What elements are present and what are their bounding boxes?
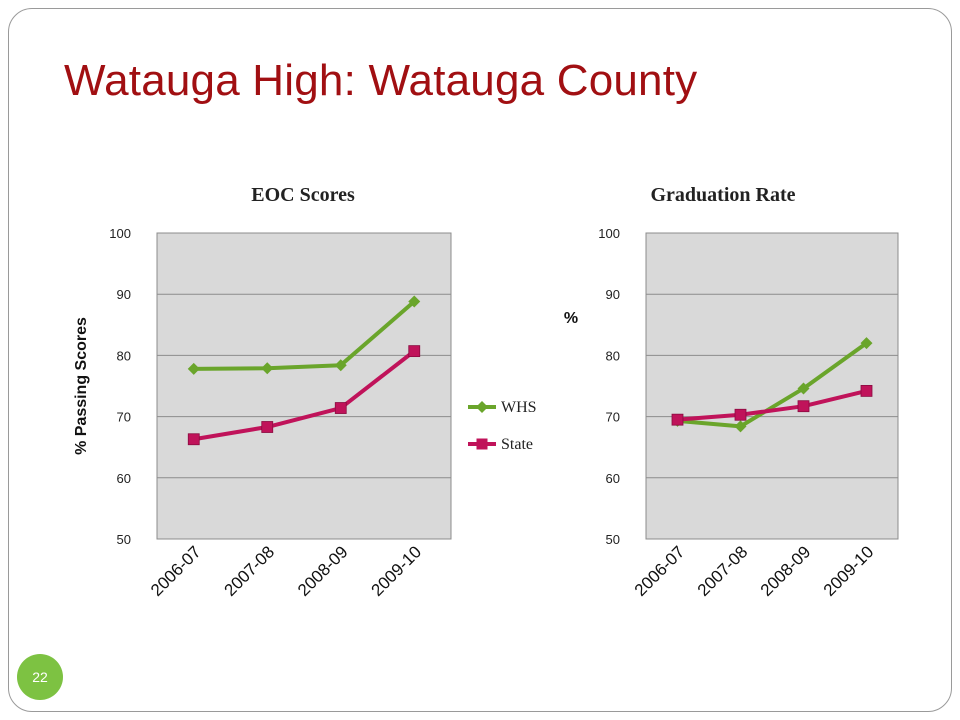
x-tick-label: 2008-09 (757, 542, 815, 600)
data-point-state (334, 402, 347, 414)
x-tick-label: 2009-10 (368, 542, 426, 600)
legend-marker (476, 438, 488, 450)
data-point-whs (261, 362, 274, 375)
y-tick-label: 50 (606, 532, 620, 547)
plot-area (645, 232, 899, 540)
legend-marker (476, 401, 488, 413)
plot-area (156, 232, 452, 540)
series-line-state (193, 349, 416, 442)
x-tick-label: 2009-10 (820, 542, 878, 600)
y-tick-label: 90 (117, 287, 131, 302)
series-line-whs (193, 300, 416, 371)
data-point-state (860, 384, 873, 397)
y-tick-label: 60 (117, 471, 131, 486)
chart-0: EOC Scores 50 60 70 80 90 100 2006-07 2007-08 200… (73, 184, 537, 600)
slide-title: Watauga High: Watauga County (64, 56, 698, 105)
chart-title: EOC Scores (251, 184, 355, 206)
data-point-state (671, 413, 684, 426)
data-point-whs (860, 337, 873, 350)
data-point-whs (408, 295, 421, 308)
chart-title: Graduation Rate (651, 184, 796, 206)
data-point-state (408, 345, 421, 358)
y-tick-label: 70 (606, 410, 620, 425)
x-tick-label: 2008-09 (294, 542, 352, 600)
x-tick-label: 2006-07 (147, 542, 205, 600)
data-point-state (261, 421, 274, 433)
y-axis-title: % Passing Scores (73, 317, 90, 455)
y-tick-label: 80 (117, 348, 131, 363)
y-axis-title: % (564, 310, 578, 327)
y-tick-label: 100 (598, 226, 620, 241)
data-point-state (187, 433, 200, 446)
data-point-whs (734, 420, 747, 433)
y-tick-label: 80 (606, 348, 620, 363)
y-tick-label: 60 (606, 471, 620, 486)
x-tick-label: 2007-08 (694, 542, 752, 600)
legend-label: State (501, 436, 533, 453)
data-point-state (797, 400, 810, 413)
data-point-state (734, 408, 747, 421)
data-point-whs (334, 359, 347, 372)
chart-1: Graduation Rate 50 60 70 80 90 100 2006-07 2007-… (564, 184, 899, 600)
legend-label: WHS (501, 399, 537, 416)
x-tick-label: 2006-07 (631, 542, 689, 600)
page-number-badge: 22 (17, 654, 63, 700)
series-line-state (677, 388, 867, 422)
y-tick-label: 100 (109, 226, 131, 241)
y-tick-label: 50 (117, 532, 131, 547)
y-tick-label: 90 (606, 287, 620, 302)
y-tick-label: 70 (117, 410, 131, 425)
x-tick-label: 2007-08 (221, 542, 279, 600)
data-point-whs (187, 362, 200, 375)
series-line-whs (677, 341, 868, 429)
data-point-whs (797, 382, 810, 395)
